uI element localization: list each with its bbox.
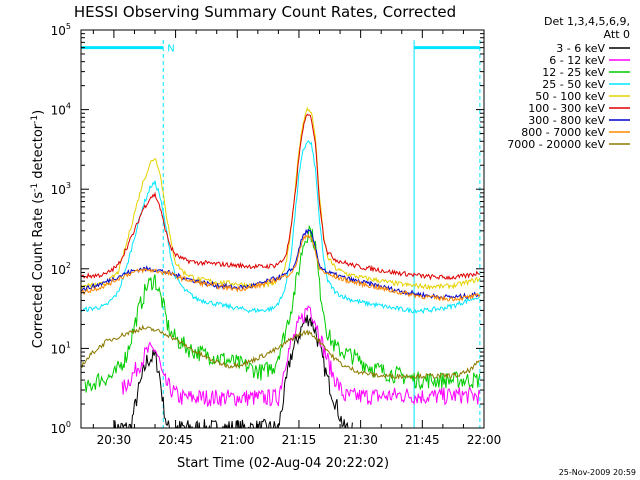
x-tick-label: 21:45: [405, 433, 440, 447]
x-tick-label: 21:30: [343, 433, 378, 447]
y-tick-base: 10: [51, 24, 66, 38]
y-tick-exponent: 4: [66, 102, 71, 111]
legend-label: 25 - 50 keV: [542, 78, 605, 91]
legend-label: 100 - 300 keV: [528, 102, 605, 115]
y-tick-exponent: 2: [66, 261, 71, 270]
y-tick-label: 100: [51, 420, 71, 436]
y-axis-label-end: ): [31, 110, 46, 115]
legend-label: 50 - 100 keV: [535, 90, 605, 103]
y-tick-label: 101: [51, 340, 71, 356]
series-line-1: [121, 305, 481, 407]
y-axis-label: Corrected Count Rate (s-1 detector-1): [30, 110, 46, 348]
series-layer: [81, 106, 481, 428]
legend-label: 6 - 12 keV: [549, 54, 605, 67]
legend-label: 7000 - 20000 keV: [507, 138, 605, 151]
series-line-3: [81, 139, 481, 314]
x-axis-label: Start Time (02-Aug-04 20:22:02): [177, 456, 389, 471]
chart-title: HESSI Observing Summary Count Rates, Cor…: [74, 3, 456, 21]
y-tick-label: 104: [51, 102, 71, 118]
series-line-6: [81, 228, 480, 300]
y-tick-base: 10: [51, 183, 66, 197]
legend-header-line-2: Att 0: [604, 28, 630, 41]
x-tick-label: 21:00: [220, 433, 255, 447]
plot-area: N: [81, 40, 481, 428]
x-axis: 20:30 20:45 21:00 21:15 21:30 21:45 22:00: [92, 30, 502, 447]
y-axis-label-sup2: -1: [30, 115, 40, 124]
footer-date: 25-Nov-2009 20:59: [559, 468, 636, 477]
series-line-2: [84, 224, 481, 393]
y-tick-exponent: 1: [66, 340, 71, 349]
plot-frame: [80, 29, 485, 429]
y-tick-base: 10: [51, 104, 66, 118]
y-axis-label-sup1: -1: [30, 183, 40, 192]
legend-label: 3 - 6 keV: [556, 42, 605, 55]
y-tick-base: 10: [51, 422, 66, 436]
legend-header-line-1: Det 1,3,4,5,6,9,: [544, 15, 630, 28]
y-tick-exponent: 5: [66, 22, 71, 31]
y-tick-label: 103: [51, 181, 71, 197]
y-tick-label: 102: [51, 261, 71, 277]
legend-label: 300 - 800 keV: [528, 114, 605, 127]
y-axis-label-mid: detector: [31, 123, 46, 183]
y-axis-label-main: Corrected Count Rate (s: [31, 192, 46, 349]
flag-marker-label: N: [167, 44, 174, 55]
series-line-5: [81, 113, 480, 281]
y-tick-base: 10: [51, 342, 66, 356]
y-tick-exponent: 3: [66, 181, 71, 190]
x-tick-label: 21:15: [282, 433, 317, 447]
series-line-7: [81, 233, 481, 302]
x-tick-label: 22:00: [467, 433, 502, 447]
x-tick-label: 20:30: [97, 433, 132, 447]
y-tick-exponent: 0: [66, 420, 71, 429]
legend-label: 800 - 7000 keV: [521, 126, 605, 139]
legend-label: 12 - 25 keV: [542, 66, 605, 79]
observing-flags: N: [81, 44, 480, 55]
vertical-marker-lines: [162, 40, 481, 428]
y-tick-label: 105: [51, 22, 71, 38]
y-tick-base: 10: [51, 263, 66, 277]
series-line-8: [81, 324, 481, 381]
x-tick-label: 20:45: [158, 433, 193, 447]
